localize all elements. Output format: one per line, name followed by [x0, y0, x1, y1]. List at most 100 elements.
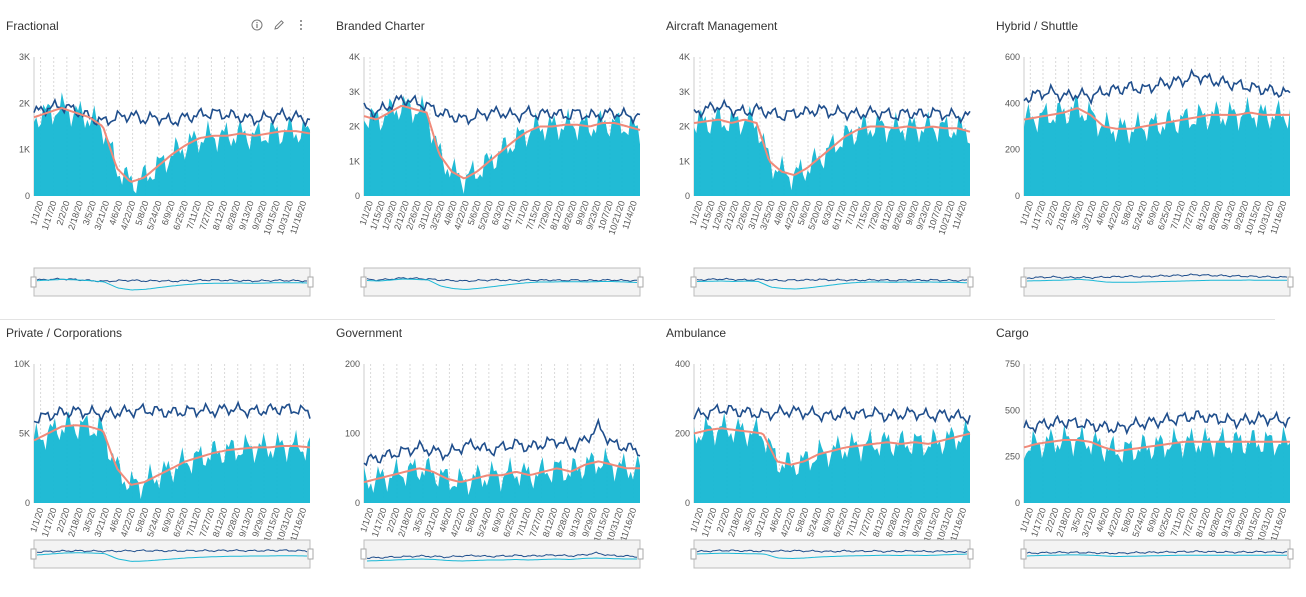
range-handle-left[interactable] [30, 276, 37, 288]
area-fill [34, 411, 310, 503]
y-tick-label: 600 [1005, 52, 1020, 62]
range-handle-right[interactable] [967, 548, 974, 560]
range-handle-right[interactable] [637, 276, 644, 288]
range-handle-right[interactable] [1287, 548, 1294, 560]
navigator-line-dark [696, 277, 968, 282]
y-tick-label: 200 [675, 429, 690, 439]
panel-title: Cargo [996, 326, 1029, 340]
area-fill [364, 94, 640, 196]
navigator-line-light [366, 557, 637, 562]
y-tick-label: 500 [1005, 405, 1020, 415]
y-tick-label: 400 [1005, 98, 1020, 108]
chart-svg: 02505007501/1/201/17/202/2/202/18/203/5/… [1005, 359, 1294, 569]
y-tick-label: 3K [349, 87, 360, 97]
area-fill [1024, 424, 1290, 503]
chart-panel-ambulance: Ambulance 0 200 400 1/1/20 1/17/20 2/2/20 2/18… [660, 307, 986, 597]
y-tick-label: 5K [19, 429, 30, 439]
navigator-line-light [697, 280, 968, 290]
range-handle-right[interactable] [1287, 276, 1294, 288]
panel-toolbar [250, 18, 308, 32]
series-line-dark [33, 400, 311, 424]
chart-svg: 01K2K3K1/1/201/17/202/2/202/18/203/5/203… [19, 52, 314, 297]
series-line-dark [693, 403, 971, 426]
y-tick-label: 0 [25, 498, 30, 508]
area-fill [694, 106, 970, 196]
average-line [363, 460, 640, 484]
range-handle-left[interactable] [360, 276, 367, 288]
area-fill [1024, 96, 1290, 196]
range-handle-left[interactable] [1020, 548, 1027, 560]
navigator-line-dark [696, 549, 968, 554]
range-navigator[interactable] [363, 539, 641, 569]
range-handle-right[interactable] [967, 276, 974, 288]
chart-panel-private-corporations: Private / Corporations 0 5K 10K 1/1/20 1/17/… [0, 307, 326, 597]
series-line-dark [363, 93, 641, 126]
average-line [1023, 439, 1290, 453]
panel-title: Ambulance [666, 326, 727, 340]
y-tick-label: 3K [679, 87, 690, 97]
range-handle-left[interactable] [360, 548, 367, 560]
range-handle-right[interactable] [637, 548, 644, 560]
panel-title: Private / Corporations [6, 326, 123, 340]
range-handle-left[interactable] [1020, 276, 1027, 288]
y-tick-label: 4K [679, 52, 690, 62]
y-tick-label: 2K [19, 98, 30, 108]
row-divider [0, 319, 1275, 320]
chart-svg: 01002001/1/201/17/202/2/202/18/203/5/203… [345, 359, 644, 569]
series-line-dark [1023, 410, 1291, 436]
panel-title: Branded Charter [336, 19, 425, 33]
y-tick-label: 1K [19, 145, 30, 155]
y-tick-label: 0 [1015, 191, 1020, 201]
panel-title: Government [336, 326, 403, 340]
y-tick-label: 0 [25, 191, 30, 201]
chart-svg: 02004001/1/201/17/202/2/202/18/203/5/203… [675, 359, 974, 569]
y-tick-label: 200 [345, 359, 360, 369]
y-tick-label: 3K [19, 52, 30, 62]
area-fill [34, 92, 310, 196]
chart-panel-government: Government 0 100 200 1/1/20 1/17/20 2/2/20 2/1… [330, 307, 656, 597]
average-line [33, 106, 311, 183]
y-tick-label: 0 [1015, 498, 1020, 508]
pencil-icon[interactable] [272, 18, 286, 32]
average-line [1023, 107, 1290, 130]
range-handle-right[interactable] [307, 548, 314, 560]
navigator-line-light [36, 278, 308, 291]
y-tick-label: 200 [1005, 145, 1020, 155]
chart-svg: 02004006001/1/201/17/202/2/202/18/203/5/… [1005, 52, 1294, 297]
y-tick-label: 1K [679, 156, 690, 166]
navigator-line-light [696, 552, 968, 560]
y-tick-label: 100 [345, 429, 360, 439]
series-line-dark [363, 417, 641, 467]
y-tick-label: 0 [685, 498, 690, 508]
chart-svg: 01K2K3K4K1/1/201/15/201/29/202/12/202/26… [679, 52, 974, 297]
navigator-line-dark [36, 549, 308, 553]
y-tick-label: 250 [1005, 452, 1020, 462]
range-navigator[interactable] [1023, 539, 1291, 569]
chart-panel-aircraft-management: Aircraft Management 0 1K 2K 3K 4K 1/1/20 1/15/… [660, 0, 986, 297]
series-line-dark [1023, 68, 1291, 106]
range-navigator[interactable] [33, 539, 311, 569]
range-handle-left[interactable] [690, 276, 697, 288]
info-icon[interactable] [250, 18, 264, 32]
more-vertical-icon[interactable] [294, 18, 308, 32]
y-tick-label: 4K [349, 52, 360, 62]
range-handle-right[interactable] [307, 276, 314, 288]
navigator-line-dark [366, 277, 638, 283]
y-tick-label: 2K [679, 122, 690, 132]
area-fill [694, 412, 970, 503]
average-line [363, 104, 641, 180]
navigator-line-light [36, 552, 307, 562]
chart-panel-cargo: Cargo 0 250 500 750 1/1/20 1/17/20 2/2/20 2/18/… [990, 307, 1306, 597]
average-line [693, 427, 971, 466]
navigator-line-light [1026, 554, 1287, 557]
navigator-line-dark [1026, 550, 1288, 555]
range-handle-left[interactable] [690, 548, 697, 560]
y-tick-label: 750 [1005, 359, 1020, 369]
average-line [693, 118, 971, 177]
y-tick-label: 0 [355, 498, 360, 508]
chart-panel-hybrid-shuttle: Hybrid / Shuttle 0 200 400 600 1/1/20 1/17/20… [990, 0, 1306, 297]
range-handle-left[interactable] [30, 548, 37, 560]
navigator-line-dark [366, 551, 638, 560]
range-navigator[interactable] [693, 539, 971, 569]
chart-svg: 01K2K3K4K1/1/201/15/201/29/202/12/202/26… [349, 52, 644, 297]
